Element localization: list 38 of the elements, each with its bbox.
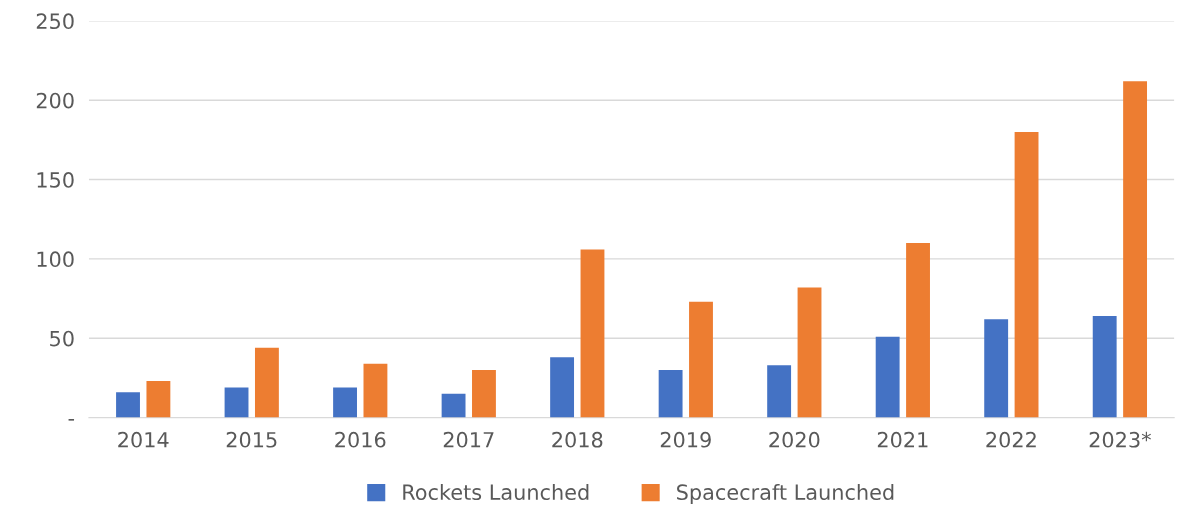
- x-tick-label: 2015: [226, 431, 277, 448]
- bar: [224, 387, 249, 418]
- y-tick-label: 100: [37, 251, 74, 268]
- bar: [875, 336, 900, 418]
- bar: [1123, 81, 1148, 418]
- bar: [550, 357, 575, 418]
- bar: [333, 387, 357, 418]
- x-tick-label: 2014: [118, 431, 169, 448]
- x-tick-label: 2020: [769, 431, 820, 448]
- bar: [254, 347, 279, 418]
- x-tick-label: 2018: [552, 431, 603, 448]
- bar: [580, 249, 605, 418]
- x-tick-label: 2017: [443, 431, 494, 448]
- x-tick-label: 2016: [335, 431, 386, 448]
- bar: [984, 319, 1009, 418]
- bar: [658, 369, 683, 418]
- bar: [906, 243, 930, 418]
- bar: [363, 363, 388, 418]
- bar: [767, 365, 792, 418]
- bar: [797, 287, 822, 418]
- y-tick-label: 200: [36, 92, 74, 109]
- bar: [472, 369, 496, 418]
- y-tick-label: 50: [50, 330, 74, 347]
- y-tick-label: 150: [37, 172, 74, 188]
- legend-label: Rockets Launched: [403, 483, 589, 501]
- x-tick-label: 2019: [660, 431, 711, 448]
- x-tick-label: 2023*: [1089, 431, 1151, 448]
- bar: [146, 381, 171, 418]
- bar: [116, 392, 140, 418]
- bar: [1014, 131, 1039, 418]
- x-tick-label: 2022: [986, 431, 1036, 448]
- x-tick-label: 2021: [877, 431, 928, 448]
- bar: [441, 393, 466, 418]
- legend-label: Spacecraft Launched: [677, 483, 894, 505]
- y-tick-label: -: [68, 418, 75, 421]
- bar: [689, 301, 713, 418]
- y-tick-label: 250: [36, 13, 74, 30]
- bar: [1092, 316, 1117, 418]
